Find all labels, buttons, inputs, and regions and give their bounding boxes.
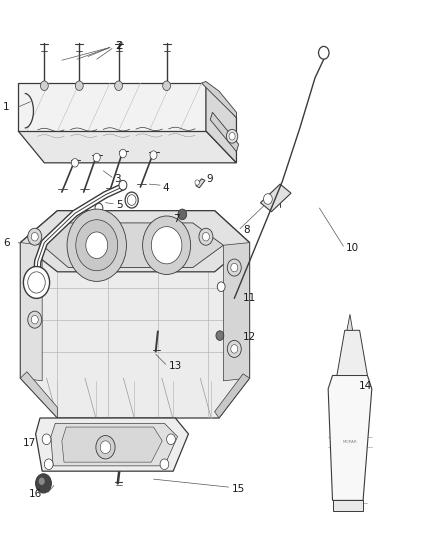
Circle shape [195,180,199,185]
Text: 2: 2 [117,41,123,51]
Circle shape [40,81,48,91]
Text: 7: 7 [173,214,180,224]
Circle shape [86,232,108,259]
Circle shape [178,209,187,220]
Circle shape [231,345,238,353]
Polygon shape [42,223,223,268]
Circle shape [125,192,138,208]
Polygon shape [332,500,363,511]
Polygon shape [18,131,237,163]
Circle shape [119,180,127,190]
Circle shape [226,130,238,143]
Circle shape [95,203,103,213]
Polygon shape [196,179,205,188]
Circle shape [216,331,224,341]
Circle shape [150,151,157,159]
Circle shape [231,263,238,272]
Text: MOPAR: MOPAR [343,440,357,444]
Circle shape [39,478,45,485]
Circle shape [151,227,182,264]
Circle shape [115,81,123,91]
Polygon shape [261,184,291,212]
Polygon shape [328,375,372,500]
Text: 2: 2 [116,41,122,51]
Circle shape [96,435,115,459]
Circle shape [76,220,118,271]
Polygon shape [20,243,42,381]
Polygon shape [215,374,250,418]
Circle shape [229,133,235,140]
Circle shape [217,282,225,292]
Circle shape [199,228,213,245]
Text: 16: 16 [29,489,42,499]
Circle shape [28,311,42,328]
Polygon shape [210,112,239,152]
Text: 5: 5 [117,200,123,211]
Text: 8: 8 [243,225,250,236]
Circle shape [28,228,42,245]
Circle shape [160,459,169,470]
Circle shape [227,259,241,276]
Circle shape [42,434,51,445]
Polygon shape [206,83,237,163]
Circle shape [75,81,83,91]
Circle shape [318,46,329,59]
Polygon shape [337,330,367,375]
Circle shape [202,232,209,241]
Text: 14: 14 [359,381,372,391]
Text: 15: 15 [232,484,245,494]
Text: 11: 11 [243,293,256,303]
Text: 1: 1 [3,102,10,112]
Text: 17: 17 [23,438,36,448]
Circle shape [143,216,191,274]
Circle shape [264,193,272,204]
Polygon shape [18,83,206,131]
Polygon shape [51,423,177,466]
Text: 13: 13 [169,361,182,372]
Circle shape [100,441,111,454]
Circle shape [28,272,45,293]
Circle shape [93,154,100,162]
Polygon shape [35,418,188,471]
Circle shape [67,209,127,281]
Text: 10: 10 [346,243,359,253]
Circle shape [35,474,51,493]
Polygon shape [223,243,250,381]
Polygon shape [20,211,250,418]
Text: 12: 12 [243,332,256,342]
Circle shape [120,149,127,158]
Circle shape [23,266,49,298]
Polygon shape [201,82,237,118]
Circle shape [162,81,170,91]
Circle shape [127,195,136,205]
Polygon shape [62,427,162,462]
Circle shape [227,341,241,358]
Polygon shape [20,372,57,418]
Circle shape [44,459,53,470]
Circle shape [166,434,175,445]
Text: 9: 9 [206,174,212,184]
Circle shape [31,316,38,324]
Text: 6: 6 [3,238,10,247]
Polygon shape [20,211,250,272]
Circle shape [71,159,78,167]
Polygon shape [347,314,353,330]
Circle shape [31,232,38,241]
Text: 3: 3 [114,174,121,184]
Text: 4: 4 [162,183,169,193]
